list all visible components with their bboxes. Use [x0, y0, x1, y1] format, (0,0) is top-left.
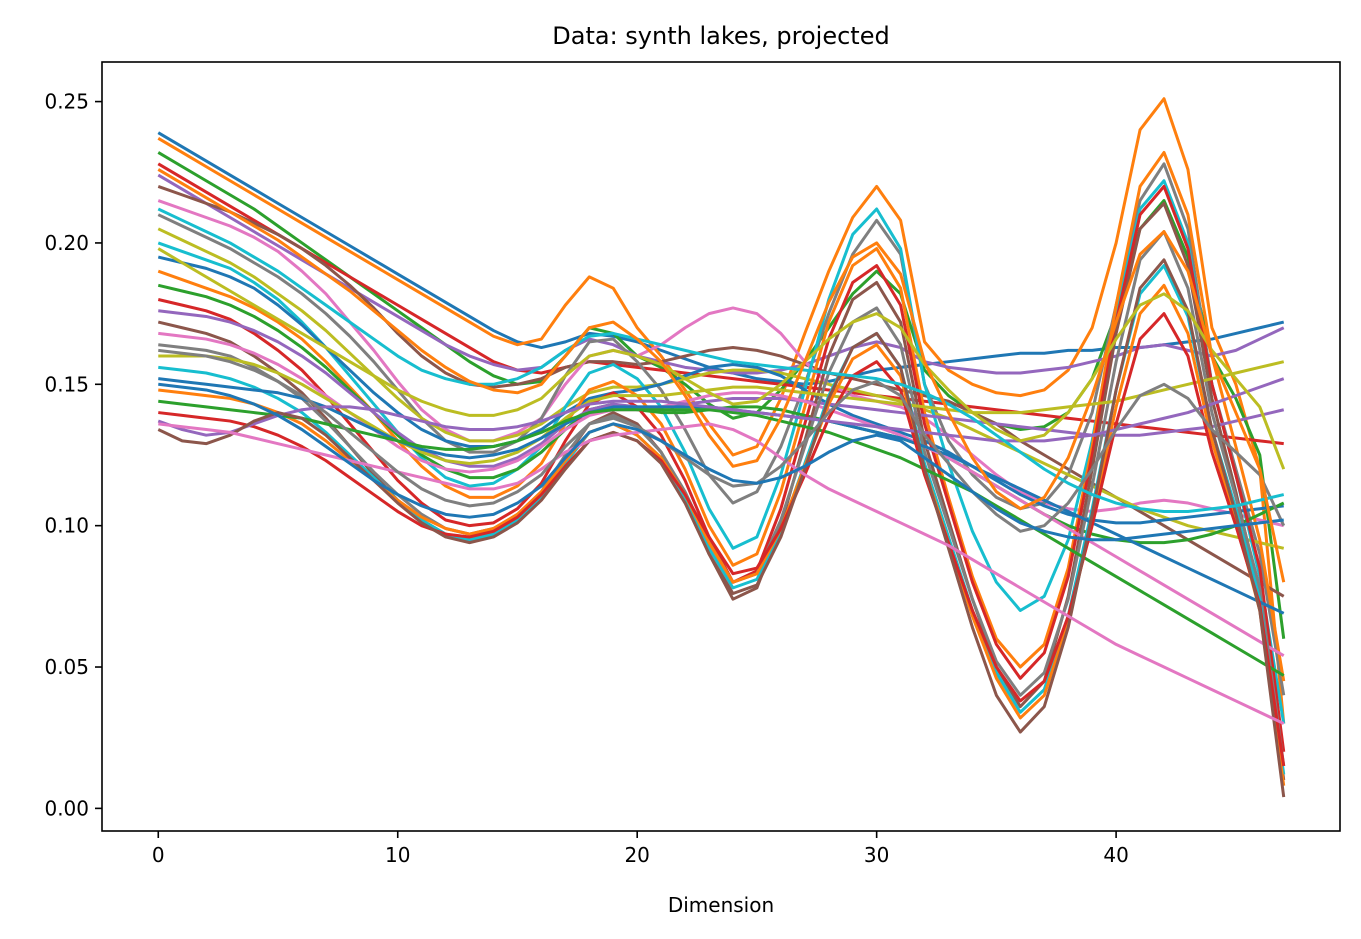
series-line-30	[157, 207, 1285, 514]
x-tick-label: 20	[624, 843, 649, 867]
y-axis: 0.00 0.05 0.10 0.15 0.20 0.25	[44, 90, 102, 820]
series-line-8	[157, 162, 1286, 696]
series-line-28	[158, 348, 1286, 533]
plot-frame	[101, 61, 1341, 832]
series-line-11	[157, 255, 1284, 525]
y-tick-label: 0.00	[44, 796, 89, 820]
y-tick-label: 0.10	[44, 514, 89, 538]
x-tick-label: 30	[864, 843, 889, 867]
series-line-31	[158, 382, 1284, 542]
series-line-19	[158, 354, 1285, 465]
y-tick-label: 0.05	[44, 655, 89, 679]
x-tick-label: 40	[1103, 843, 1128, 867]
x-axis: 0 10 20 30 40	[152, 831, 1129, 867]
series-line-29	[157, 247, 1286, 470]
series-line-2	[157, 97, 1286, 724]
y-tick-label: 0.25	[44, 90, 89, 114]
chart-title: Data: synth lakes, projected	[552, 22, 889, 50]
x-axis-label: Dimension	[668, 893, 774, 917]
series-line-24	[158, 312, 1286, 767]
x-tick-label: 0	[152, 843, 165, 867]
series-line-32	[157, 168, 1286, 583]
series-layer	[157, 97, 1286, 798]
series-line-12	[157, 150, 1286, 682]
x-tick-label: 10	[385, 843, 410, 867]
series-line-26	[157, 258, 1286, 798]
y-tick-label: 0.20	[44, 231, 89, 255]
series-line-25	[157, 377, 1285, 443]
y-tick-label: 0.15	[44, 372, 89, 396]
